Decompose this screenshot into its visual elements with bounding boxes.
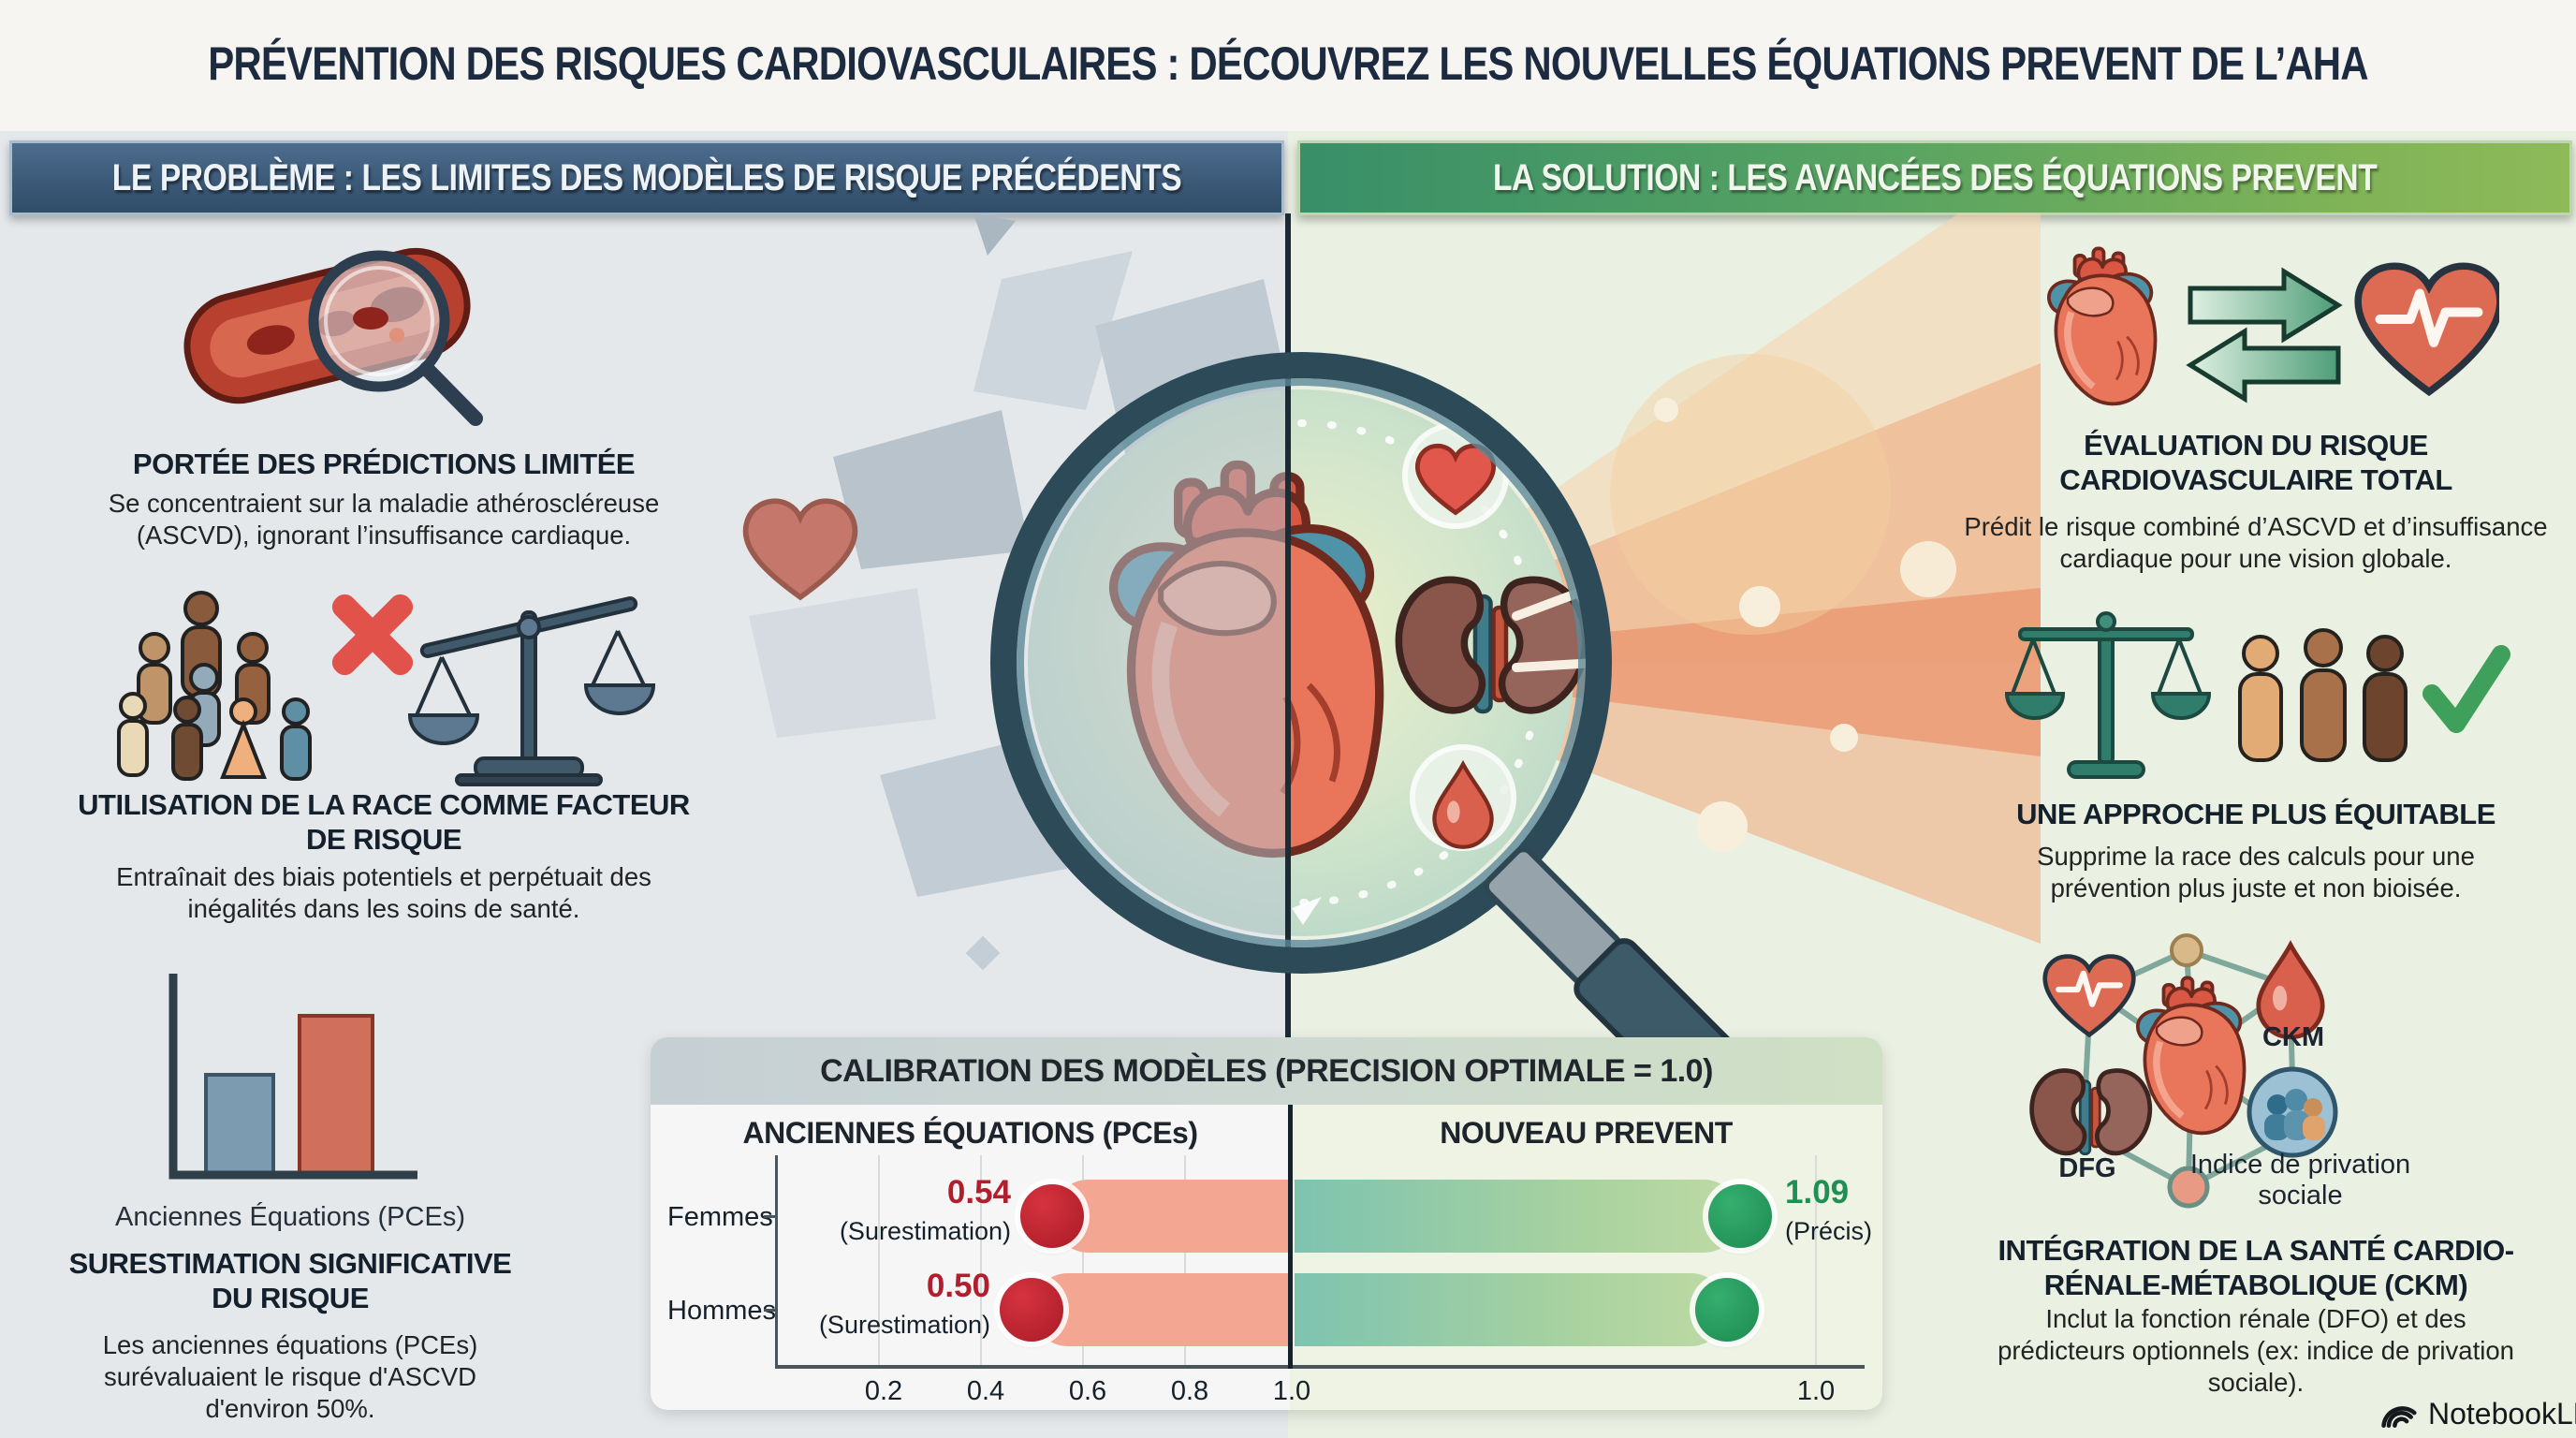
unbalanced-scale-icon [407,596,656,786]
magnifier-handle [1483,846,1780,1037]
magnifier-heart-illustration [693,213,2041,1037]
note-old-hommes: (Surestimation) [818,1311,990,1339]
problem-heading-1: PORTÉE DES PRÉDICTIONS LIMITÉE [132,448,636,480]
watermark: NotebookLM [2378,1395,2576,1432]
dot-old-femmes [1020,1184,1084,1248]
value-new-femmes: 1.09 [1785,1174,1850,1211]
axis-tick-hommes [764,1309,775,1312]
bar-old-hommes [1032,1273,1290,1346]
problem-body-2: Entraînait des biais potentiels et perpé… [116,862,651,924]
dot-new-hommes [1695,1278,1759,1342]
page-title: PRÉVENTION DES RISQUES CARDIOVASCULAIRES… [208,37,2368,90]
notebooklm-logo-icon [2381,1406,2417,1428]
row-label-femmes: Femmes [667,1202,773,1232]
gridline [980,1155,982,1367]
x-tick-10-left: 1.0 [1272,1376,1311,1406]
heart-exchange-icon [2012,230,2499,418]
bar-new-hommes [1295,1273,1727,1346]
equity-scale-people-check-icon [2004,611,2510,779]
solution-heading-1: ÉVALUATION DU RISQUE CARDIOVASCULAIRE TO… [2059,429,2452,496]
network-label-ckm: CKM [2261,1022,2325,1052]
gridline [878,1155,880,1367]
note-new-femmes: (Précis) [1785,1217,1872,1245]
value-old-hommes: 0.50 [926,1268,990,1304]
x-axis-line [775,1365,1865,1369]
x-tick-02: 0.2 [864,1376,903,1406]
calibration-chart-panel: CALIBRATION DES MODÈLES (PRECISION OPTIM… [651,1037,1882,1410]
bar-old-femmes [1052,1180,1290,1253]
solution-body-3: Inclut la fonction rénale (DFO) et des p… [1998,1304,2514,1398]
x-tick-10-right: 1.0 [1796,1376,1836,1406]
ckm-network-icon [1961,933,2541,1209]
balanced-scale-icon [2004,611,2212,779]
solution-banner-label: LA SOLUTION : LES AVANCÉES DES ÉQUATIONS… [1492,156,2378,198]
problem-banner: LE PROBLÈME : LES LIMITES DES MODÈLES DE… [9,140,1284,215]
bar-new-femmes [1295,1180,1740,1253]
axis-tick-femmes [764,1215,775,1218]
watermark-label: NotebookLM [2428,1396,2576,1431]
x-tick-04: 0.4 [966,1376,1005,1406]
gridline [1082,1155,1084,1367]
x-tick-08: 0.8 [1170,1376,1209,1406]
problem-body-3: Les anciennes équations (PCEs) surévalua… [102,1330,478,1424]
bar-chart-icon [168,974,417,1180]
dot-new-femmes [1708,1184,1772,1248]
solution-banner: LA SOLUTION : LES AVANCÉES DES ÉQUATIONS… [1297,140,2572,215]
x-tick-06: 0.6 [1068,1376,1107,1406]
solution-body-2: Supprime la race des calculs pour une pr… [2037,842,2475,903]
gridline [1184,1155,1186,1367]
lens-droplet-icon [1410,744,1516,851]
three-people-icon [2238,628,2408,762]
gridline [1815,1155,1817,1367]
chart-title: CALIBRATION DES MODÈLES (PRECISION OPTIM… [820,1052,1713,1089]
problem-banner-label: LE PROBLÈME : LES LIMITES DES MODÈLES DE… [111,156,1182,198]
row-label-hommes: Hommes [667,1296,777,1326]
solution-heading-2: UNE APPROCHE PLUS ÉQUITABLE [2016,798,2496,830]
people-crossed-scale-icon [117,591,656,786]
chart-left-header: ANCIENNES ÉQUATIONS (PCEs) [742,1116,1198,1150]
artery-magnifier-icon [183,247,483,426]
problem-heading-3: SURESTIMATION SIGNIFICATIVE DU RISQUE [68,1247,512,1314]
network-label-indice: Indice de privation sociale [2189,1150,2411,1211]
problem-chart-caption: Anciennes Équations (PCEs) [115,1202,465,1232]
network-label-dfg: DFG [2058,1153,2116,1183]
problem-body-1: Se concentraient sur la maladie athérosc… [108,489,660,550]
problem-heading-2: UTILISATION DE LA RACE COMME FACTEUR DE … [78,788,690,856]
chart-title-band: CALIBRATION DES MODÈLES (PRECISION OPTIM… [651,1037,1882,1105]
chart-divider-line [1288,1105,1293,1369]
solution-heading-3: INTÉGRATION DE LA SANTÉ CARDIO-RÉNALE-MÉ… [1998,1234,2514,1301]
note-old-femmes: (Surestimation) [839,1217,1011,1245]
dot-old-hommes [1000,1278,1063,1342]
green-check-icon [2422,645,2510,733]
solution-body-1: Prédit le risque combiné d’ASCVD et d’in… [1964,512,2548,574]
value-old-femmes: 0.54 [946,1174,1011,1211]
center-divider-line [1285,213,1291,1037]
red-x-icon [331,594,414,676]
chart-right-header: NOUVEAU PREVENT [1440,1116,1733,1150]
y-axis-line [775,1155,778,1367]
